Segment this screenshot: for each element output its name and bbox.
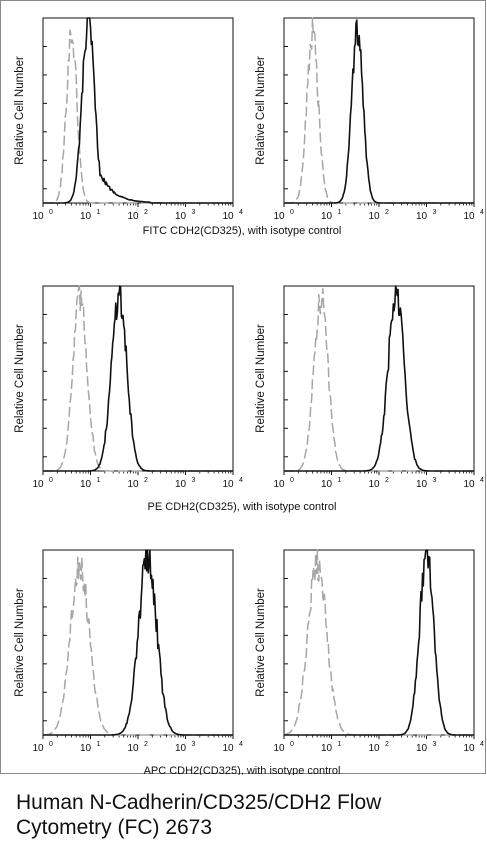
x-tick-label: 10 <box>368 211 380 222</box>
x-tick-exponent: 0 <box>290 741 294 748</box>
x-tick-exponent: 3 <box>433 741 437 748</box>
x-tick-exponent: 0 <box>49 209 53 216</box>
x-tick-label: 10 <box>80 211 92 222</box>
x-tick-label: 10 <box>273 211 285 222</box>
histogram-panel: 10 0 10 1 10 2 10 3 10 4 Relative Cell Number <box>14 285 243 490</box>
x-tick-exponent: 2 <box>144 209 148 216</box>
x-tick-exponent: 4 <box>480 741 484 748</box>
x-tick-label: 10 <box>175 479 187 490</box>
x-tick-label: 10 <box>368 743 380 754</box>
plot-frame <box>283 285 475 472</box>
x-tick-exponent: 2 <box>385 477 389 484</box>
x-tick-label: 10 <box>222 479 234 490</box>
x-tick-label: 10 <box>416 479 428 490</box>
x-tick-label: 10 <box>416 743 428 754</box>
x-tick-label: 10 <box>32 211 44 222</box>
x-tick-label: 10 <box>463 479 475 490</box>
x-tick-label: 10 <box>321 211 333 222</box>
x-tick-label: 10 <box>32 743 44 754</box>
histogram-panel: 10 0 10 1 10 2 10 3 10 4 Relative Cell Number <box>255 549 484 754</box>
x-tick-exponent: 0 <box>290 477 294 484</box>
x-tick-exponent: 4 <box>480 209 484 216</box>
x-tick-exponent: 1 <box>97 741 101 748</box>
x-tick-label: 10 <box>273 479 285 490</box>
x-axis-label: APC CDH2(CD325), with isotype control <box>144 765 341 775</box>
x-tick-label: 10 <box>321 479 333 490</box>
y-axis-label: Relative Cell Number <box>14 588 26 697</box>
figure-caption: Human N-Cadherin/CD325/CDH2 Flow Cytomet… <box>16 791 382 839</box>
x-tick-label: 10 <box>222 211 234 222</box>
x-tick-exponent: 0 <box>290 209 294 216</box>
plot-frame <box>283 549 475 736</box>
x-tick-exponent: 3 <box>192 741 196 748</box>
x-tick-label: 10 <box>80 743 92 754</box>
y-axis-label: Relative Cell Number <box>14 56 26 165</box>
x-tick-label: 10 <box>463 211 475 222</box>
x-tick-label: 10 <box>32 479 44 490</box>
x-tick-label: 10 <box>175 743 187 754</box>
x-tick-exponent: 3 <box>192 209 196 216</box>
y-axis-label: Relative Cell Number <box>255 324 267 433</box>
x-tick-label: 10 <box>368 479 380 490</box>
x-tick-exponent: 3 <box>433 209 437 216</box>
x-axis-label: PE CDH2(CD325), with isotype control <box>148 501 337 513</box>
x-tick-exponent: 4 <box>480 477 484 484</box>
stained-histogram-line <box>284 549 474 736</box>
stained-histogram-line <box>43 549 233 736</box>
x-tick-label: 10 <box>80 479 92 490</box>
y-axis-label: Relative Cell Number <box>14 324 26 433</box>
x-tick-exponent: 4 <box>239 477 243 484</box>
x-tick-exponent: 0 <box>49 741 53 748</box>
plot-frame <box>42 549 234 736</box>
x-tick-exponent: 1 <box>97 477 101 484</box>
x-tick-label: 10 <box>127 211 139 222</box>
stained-histogram-line <box>43 285 233 472</box>
stained-histogram-line <box>284 19 474 204</box>
isotype-control-line <box>43 285 233 472</box>
plot-frame <box>42 285 234 472</box>
x-tick-exponent: 1 <box>97 209 101 216</box>
x-tick-exponent: 2 <box>144 741 148 748</box>
histogram-panel: 10 0 10 1 10 2 10 3 10 4 Relative Cell Number <box>255 285 484 490</box>
stained-histogram-line <box>284 285 474 472</box>
x-tick-label: 10 <box>127 479 139 490</box>
plot-frame <box>42 17 234 204</box>
x-tick-exponent: 2 <box>385 209 389 216</box>
histogram-panel: 10 0 10 1 10 2 10 3 10 4 Relative Cell Number <box>14 549 243 754</box>
x-tick-label: 10 <box>127 743 139 754</box>
x-tick-exponent: 0 <box>49 477 53 484</box>
x-tick-exponent: 1 <box>338 741 342 748</box>
histogram-panel: 10 0 10 1 10 2 10 3 10 4 Relative Cell Number <box>255 17 484 222</box>
x-tick-label: 10 <box>321 743 333 754</box>
histogram-panel: 10 0 10 1 10 2 10 3 10 4 Relative Cell Number <box>14 17 243 222</box>
x-tick-exponent: 1 <box>338 209 342 216</box>
x-tick-label: 10 <box>416 211 428 222</box>
x-tick-label: 10 <box>175 211 187 222</box>
x-tick-label: 10 <box>222 743 234 754</box>
y-axis-label: Relative Cell Number <box>255 56 267 165</box>
x-tick-exponent: 2 <box>385 741 389 748</box>
x-tick-exponent: 2 <box>144 477 148 484</box>
x-tick-exponent: 3 <box>192 477 196 484</box>
x-axis-label: FITC CDH2(CD325), with isotype control <box>143 225 342 237</box>
y-axis-label: Relative Cell Number <box>255 588 267 697</box>
x-tick-exponent: 4 <box>239 741 243 748</box>
flow-cytometry-figure: 10 0 10 1 10 2 10 3 10 4 Relative Cell Number 10 0 10… <box>0 0 486 775</box>
x-tick-label: 10 <box>463 743 475 754</box>
stained-histogram-line <box>43 17 233 204</box>
x-tick-exponent: 3 <box>433 477 437 484</box>
x-tick-exponent: 1 <box>338 477 342 484</box>
x-tick-label: 10 <box>273 743 285 754</box>
x-tick-exponent: 4 <box>239 209 243 216</box>
